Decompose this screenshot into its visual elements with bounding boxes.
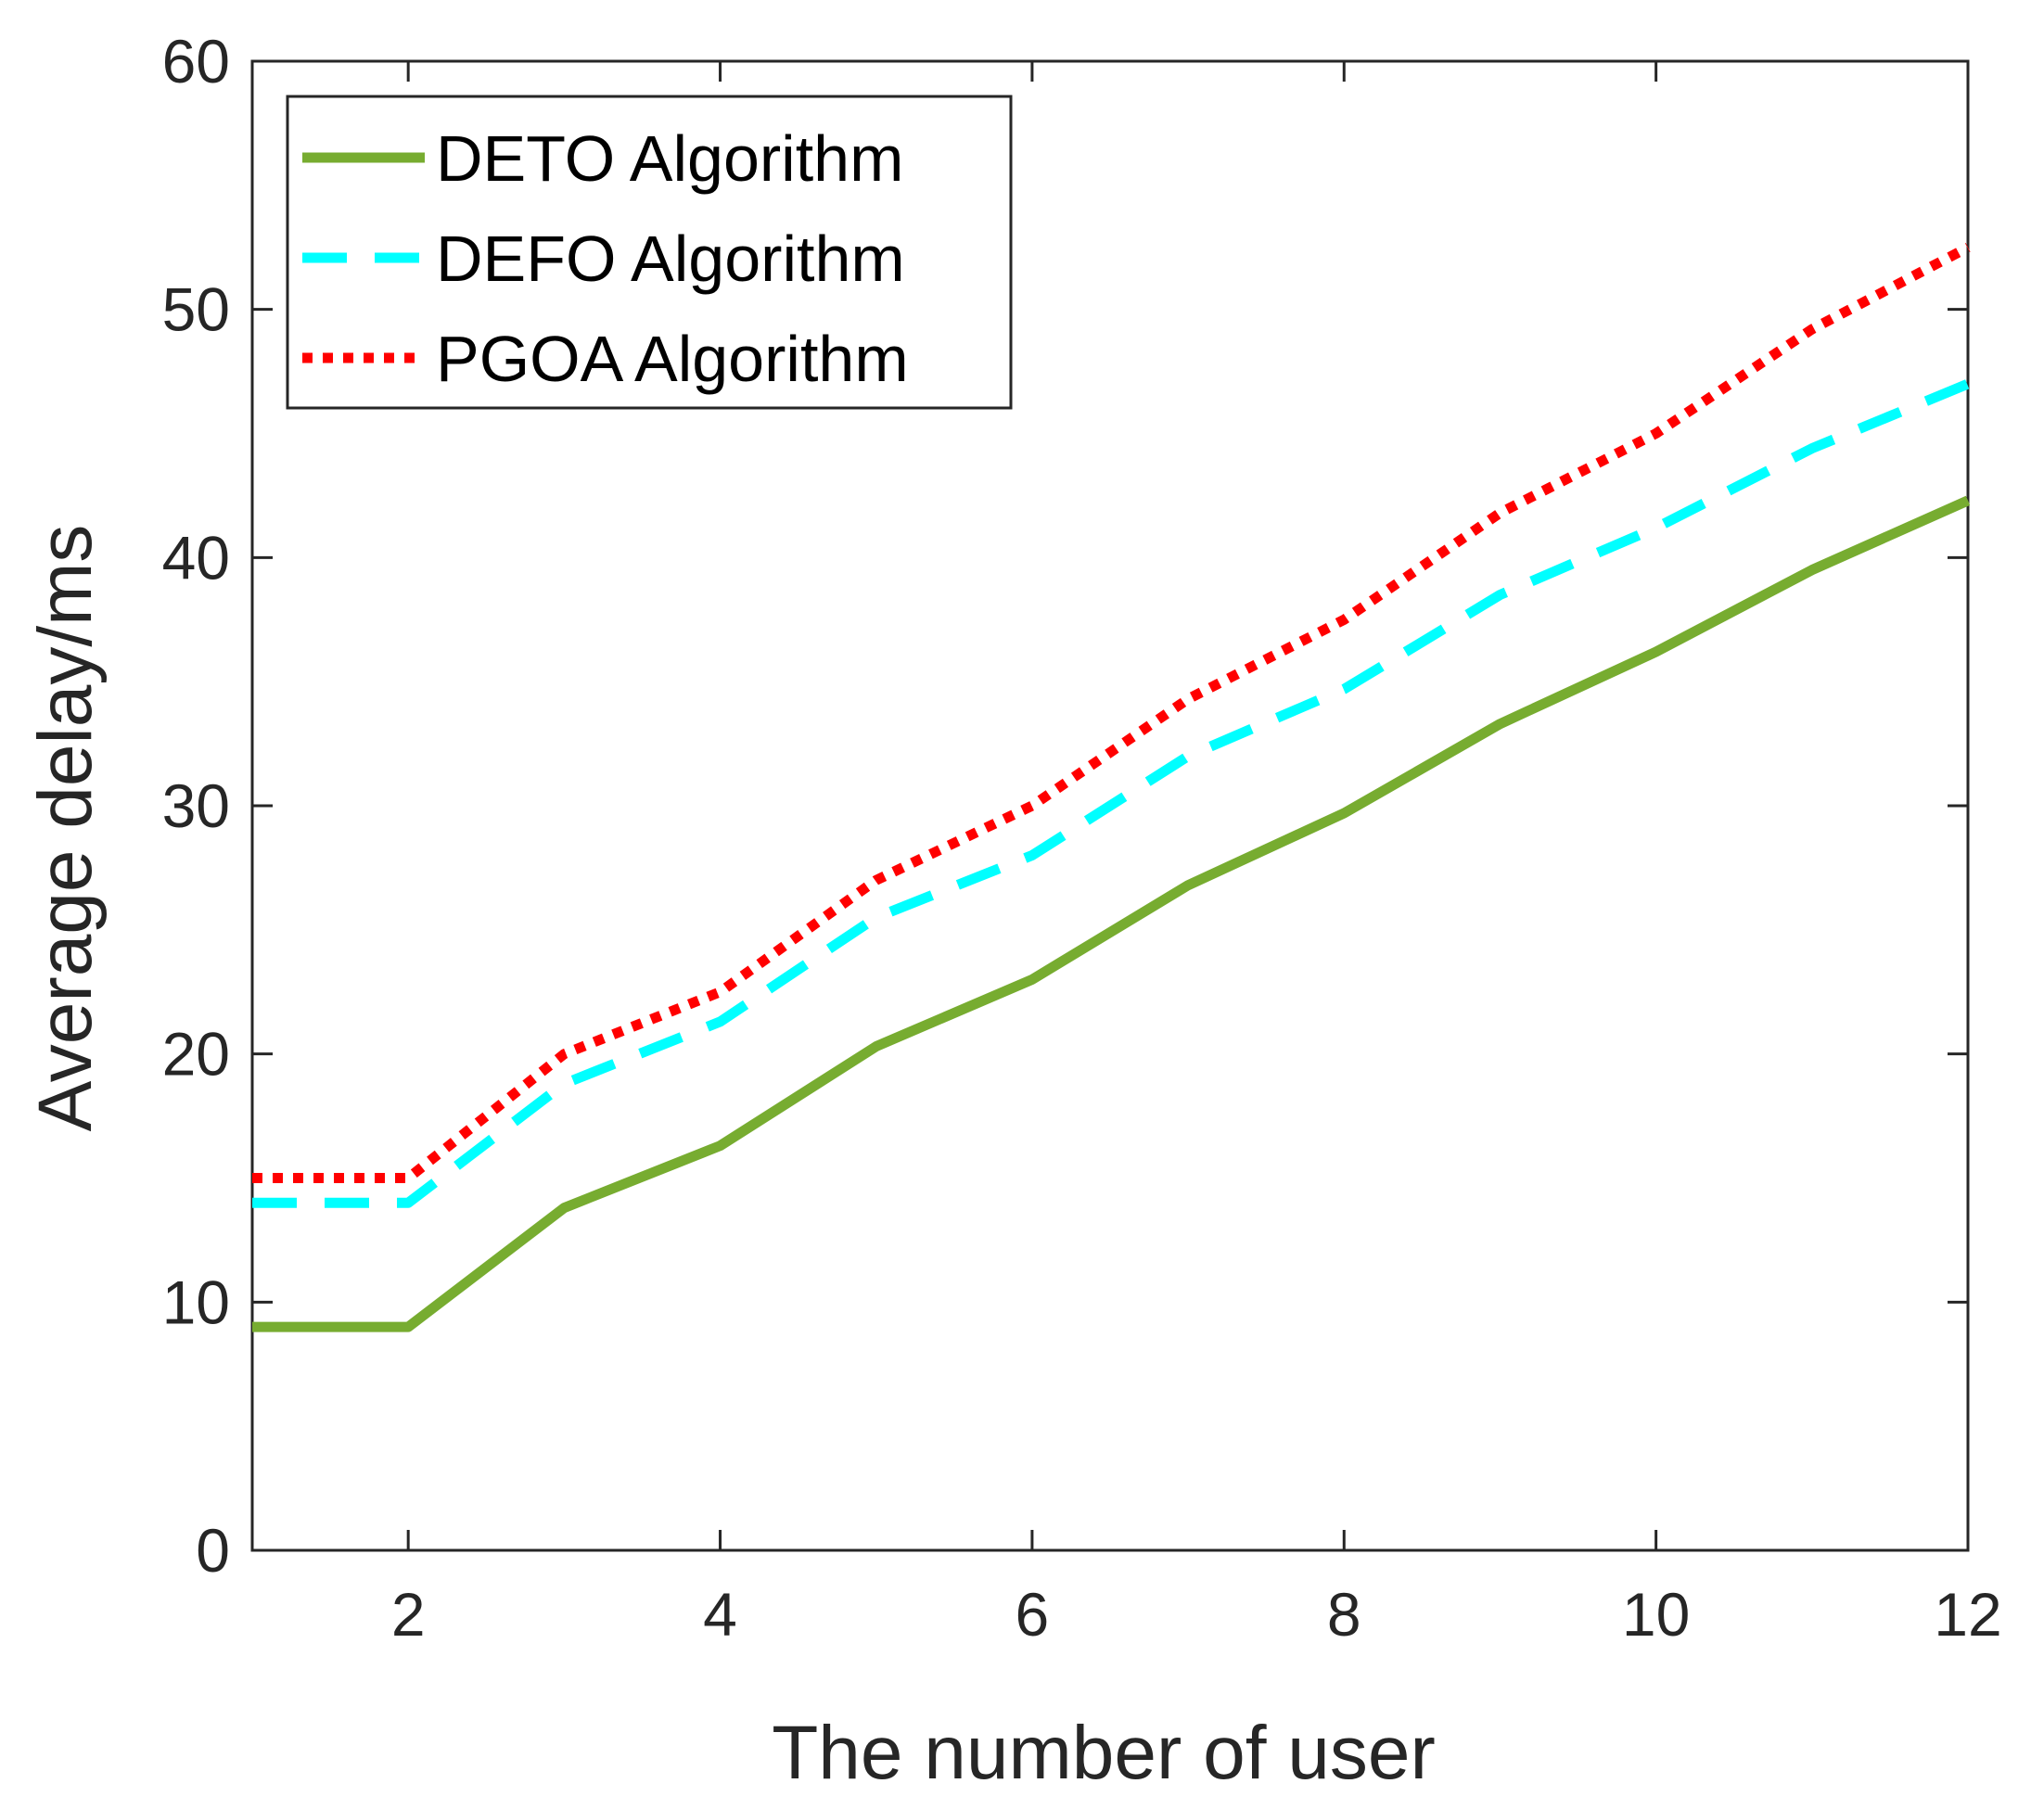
series-line-deto-algorithm (252, 495, 1971, 1332)
y-tick-label: 10 (162, 1268, 230, 1336)
legend-entry-label: DEFO Algorithm (436, 223, 905, 295)
series-line-defo-algorithm (252, 378, 1971, 1208)
x-tick-label: 12 (1934, 1580, 2001, 1649)
y-tick-label: 20 (162, 1020, 230, 1089)
x-axis-label: The number of user (772, 1711, 1436, 1795)
y-tick-label: 60 (162, 27, 230, 96)
legend: DETO Algorithm DEFO Algorithm PGOA Algorit… (286, 95, 1013, 410)
ticks-layer: 2 4 6 8 10 12 0 10 20 30 40 50 60 (162, 27, 2002, 1649)
x-tick-label: 4 (703, 1580, 737, 1649)
series-line-pgoa-algorithm (252, 242, 1971, 1183)
x-tick-label: 8 (1327, 1580, 1361, 1649)
x-tick-label: 10 (1622, 1580, 1690, 1649)
y-tick-label: 0 (196, 1516, 230, 1585)
y-tick-label: 40 (162, 523, 230, 592)
x-tick-label: 2 (391, 1580, 426, 1649)
y-tick-label: 50 (162, 275, 230, 344)
series-layer (252, 242, 1971, 1332)
y-tick-label: 30 (162, 771, 230, 840)
legend-entry-label: PGOA Algorithm (436, 323, 909, 395)
y-axis-label: Average delay/ms (23, 525, 108, 1132)
legend-entry-label: DETO Algorithm (436, 122, 903, 195)
x-tick-label: 6 (1016, 1580, 1050, 1649)
